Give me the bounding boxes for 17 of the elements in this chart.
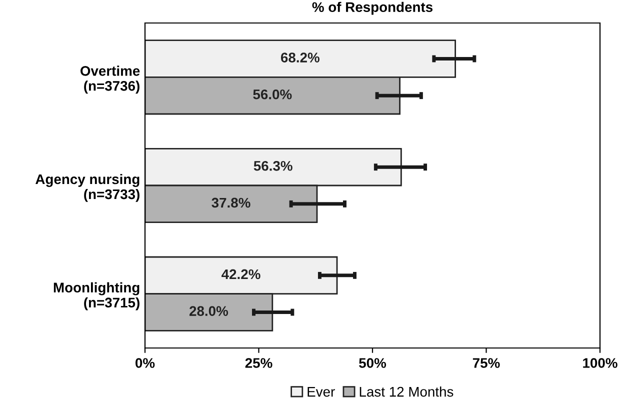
x-tick-label: 0% [136,358,155,368]
x-tick-label: 50% [359,358,386,368]
y-tick-label: Agency nursing (n=3733) [36,174,140,202]
chart-title: % of Respondents [312,2,433,15]
data-label: 37.8% [212,198,250,208]
legend-label: Last 12 Months [360,386,454,397]
x-tick-label: 100% [583,358,618,368]
data-label: 28.0% [189,306,228,316]
data-label: 68.2% [280,52,320,62]
y-tick-label: Overtime (n=3736) [80,66,140,94]
legend-label: Ever [308,387,335,397]
x-tick-label: 25% [245,358,272,368]
y-tick-label: Moonlighting (n=3715) [54,282,140,310]
data-label: 56.0% [253,89,292,100]
data-label: 42.2% [222,269,260,280]
x-tick-label: 75% [472,358,500,368]
data-label: 56.3% [254,160,292,171]
